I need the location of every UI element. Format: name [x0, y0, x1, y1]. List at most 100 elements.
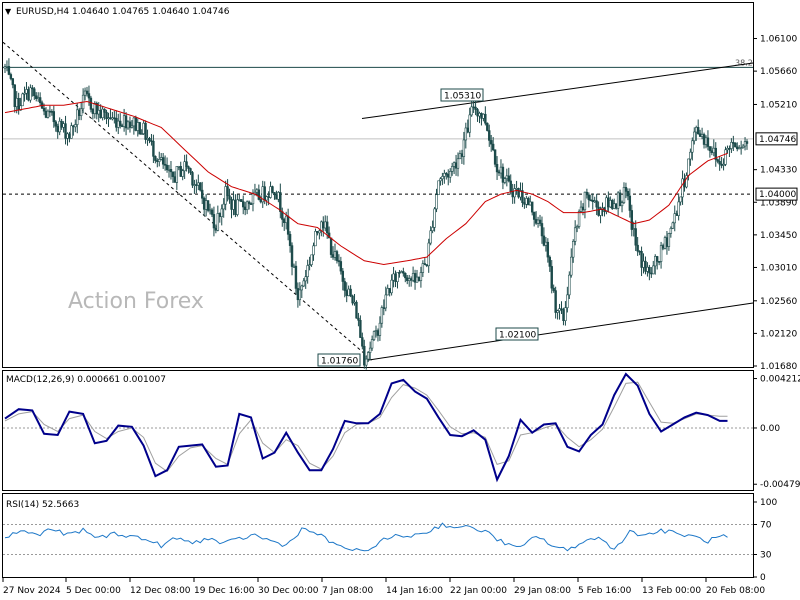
- candle-body: [630, 210, 633, 230]
- candle-body: [19, 105, 22, 111]
- price-header: EURUSD,H4 1.04640 1.04765 1.04640 1.0474…: [16, 7, 230, 17]
- candle-body: [363, 345, 366, 366]
- candle-body: [675, 213, 678, 216]
- candle-body: [79, 108, 83, 116]
- candle-body: [687, 158, 690, 176]
- candle-body: [220, 208, 223, 217]
- candle-body: [671, 222, 675, 229]
- candle-body: [187, 166, 190, 169]
- candle-body: [712, 147, 716, 153]
- candle-body: [325, 221, 329, 234]
- candle-body: [56, 125, 59, 133]
- candle-body: [497, 171, 501, 174]
- price-tick-label: 1.01680: [760, 362, 797, 372]
- candle-body: [228, 195, 231, 200]
- candle-body: [739, 147, 743, 149]
- candle-body: [618, 192, 622, 207]
- candle-body: [554, 290, 557, 313]
- candle-body: [556, 310, 559, 313]
- candle-body: [353, 301, 356, 304]
- candle-body: [509, 180, 512, 192]
- candle-body: [589, 199, 592, 202]
- candle-body: [60, 120, 63, 128]
- candle-body: [234, 199, 237, 215]
- candle-body: [259, 199, 262, 203]
- candle-body: [230, 198, 233, 210]
- candle-body: [546, 241, 550, 258]
- candle-body: [189, 168, 192, 173]
- candle-body: [575, 226, 579, 229]
- candle-body: [44, 110, 48, 118]
- candle-body: [466, 127, 469, 133]
- candle-body: [431, 227, 434, 232]
- candle-body: [201, 189, 204, 199]
- candle-body: [474, 106, 477, 110]
- candle-body: [402, 271, 405, 274]
- time-tick-label: 27 Nov 2024: [3, 586, 61, 596]
- candle-body: [140, 133, 143, 135]
- candle-body: [743, 141, 747, 147]
- candle-body: [357, 317, 360, 321]
- candle-body: [226, 186, 229, 197]
- candle-body: [503, 178, 507, 183]
- candle-body: [179, 166, 182, 177]
- candle-body: [626, 191, 630, 197]
- candle-body: [249, 203, 253, 205]
- candle-body: [163, 163, 167, 166]
- candle-body: [614, 203, 618, 209]
- candle-body: [501, 166, 505, 183]
- candle-body: [193, 184, 196, 186]
- candle-body: [243, 206, 247, 211]
- candle-body: [437, 180, 440, 196]
- candle-body: [376, 330, 380, 336]
- candle-body: [534, 219, 538, 224]
- price-tick-label: 1.03010: [760, 263, 797, 273]
- candle-body: [70, 125, 73, 139]
- rsi-tick-label: 70: [760, 521, 772, 531]
- candle-body: [251, 193, 255, 205]
- candle-body: [148, 138, 151, 141]
- candle-body: [142, 122, 145, 134]
- rsi-tick-label: 100: [760, 498, 777, 508]
- candle-body: [329, 237, 333, 255]
- time-tick-label: 13 Feb 00:00: [642, 586, 701, 596]
- candle-body: [488, 130, 491, 141]
- last-price-tag-box: [755, 132, 798, 146]
- candle-body: [511, 191, 514, 198]
- candle-body: [693, 131, 696, 142]
- candle-body: [308, 264, 311, 266]
- candle-body: [355, 301, 358, 319]
- candle-body: [15, 97, 18, 107]
- candle-body: [273, 192, 276, 196]
- candle-body: [517, 188, 520, 198]
- candle-body: [212, 214, 216, 229]
- candle-body: [409, 278, 413, 281]
- candle-body: [386, 288, 389, 296]
- candle-body: [25, 89, 28, 94]
- candle-body: [728, 148, 731, 150]
- candle-body: [550, 266, 553, 289]
- candle-body: [361, 337, 364, 347]
- candle-body: [5, 66, 9, 68]
- candle-body: [195, 184, 198, 186]
- price-tick-label: 1.05210: [760, 100, 797, 110]
- symbol-arrow-icon[interactable]: ▼: [5, 7, 12, 16]
- candle-body: [404, 272, 407, 279]
- time-tick-label: 14 Jan 16:00: [386, 586, 443, 596]
- candle-body: [513, 188, 516, 198]
- candle-body: [448, 171, 452, 178]
- candle-body: [175, 166, 179, 183]
- candle-body: [568, 274, 571, 296]
- candle-body: [689, 151, 692, 160]
- candle-body: [183, 161, 186, 172]
- candle-body: [206, 200, 210, 211]
- candle-body: [458, 153, 462, 160]
- candle-body: [681, 178, 684, 198]
- candle-body: [288, 234, 292, 246]
- price-annotation-box: [317, 353, 361, 367]
- candle-body: [95, 102, 98, 115]
- macd-signal-line: [4, 381, 728, 473]
- candle-body: [284, 215, 288, 223]
- candle-body: [54, 121, 57, 127]
- candle-body: [161, 157, 165, 165]
